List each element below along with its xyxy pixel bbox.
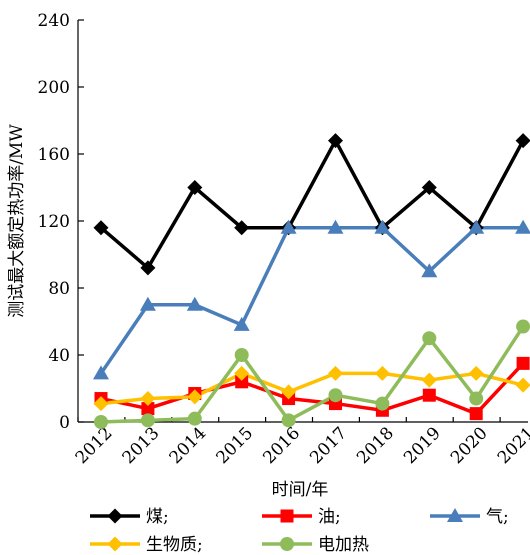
x-tick-label: 2021 [494,423,530,468]
legend-item-4: 电加热 [262,535,369,555]
data-point-4-5 [329,388,343,402]
legend-swatch-marker [281,510,294,523]
x-tick-label: 2018 [353,423,398,468]
series-lines [101,141,523,422]
legend-label: 煤; [146,507,169,527]
data-point-4-9 [516,320,530,334]
x-tick-label: 2019 [400,423,445,468]
x-tick-label: 2017 [306,423,351,468]
data-point-3-5 [328,366,343,381]
y-axis-title: 测试最大额定热功率/MW [7,124,27,318]
legend-label: 电加热 [318,535,369,555]
x-axis-title: 时间/年 [272,480,329,500]
data-point-4-8 [469,392,483,406]
data-point-4-4 [282,413,296,427]
y-tick-label: 0 [59,413,70,433]
y-tick-labels: 0 40 80 120 160 200 240 [38,11,70,433]
x-tick-label: 2020 [447,423,492,468]
legend-label: 油; [318,507,341,527]
legend-item-3: 生物质; [90,535,203,555]
y-tick-label: 120 [38,212,70,232]
data-point-3-6 [375,366,390,381]
legend-swatch-marker [108,509,123,524]
x-tick-label: 2014 [166,423,211,468]
data-point-1-9 [517,357,530,370]
x-tick-label: 2015 [212,423,257,468]
legend-item-0: 煤; [90,507,169,527]
data-point-1-8 [470,407,483,420]
y-tick-label: 80 [48,279,70,299]
y-tick-label: 40 [48,346,70,366]
data-point-3-8 [469,366,484,381]
data-point-1-7 [423,389,436,402]
data-point-0-5 [328,133,343,148]
data-point-3-7 [422,373,437,388]
tick-marks [78,20,530,422]
chart-legend: 煤; 油; 气; 生物质; 电加热 [90,507,509,555]
series-line-2 [101,228,523,374]
legend-swatch-marker [280,537,294,551]
data-point-4-7 [422,331,436,345]
x-tick-label: 2016 [259,423,304,468]
data-point-4-1 [141,413,155,427]
data-point-4-3 [235,348,249,362]
data-point-4-2 [188,412,202,426]
y-tick-label: 160 [38,145,70,165]
data-point-3-9 [516,378,530,393]
chart-axes [78,20,528,422]
legend-label: 气; [486,507,509,527]
x-tick-label: 2013 [119,423,164,468]
data-point-4-6 [375,397,389,411]
data-point-0-9 [516,133,530,148]
x-tick-label: 2012 [72,423,117,468]
y-tick-label: 200 [38,78,70,98]
legend-label: 生物质; [146,535,203,555]
legend-swatch-marker [108,537,123,552]
series-line-0 [101,141,523,268]
legend-item-2: 气; [430,507,509,527]
x-tick-labels: 2012 2013 2014 2015 2016 2017 2018 2019 2020 2021 [72,423,530,468]
data-point-4-0 [94,415,108,429]
y-tick-label: 240 [38,11,70,31]
legend-item-1: 油; [262,507,341,527]
